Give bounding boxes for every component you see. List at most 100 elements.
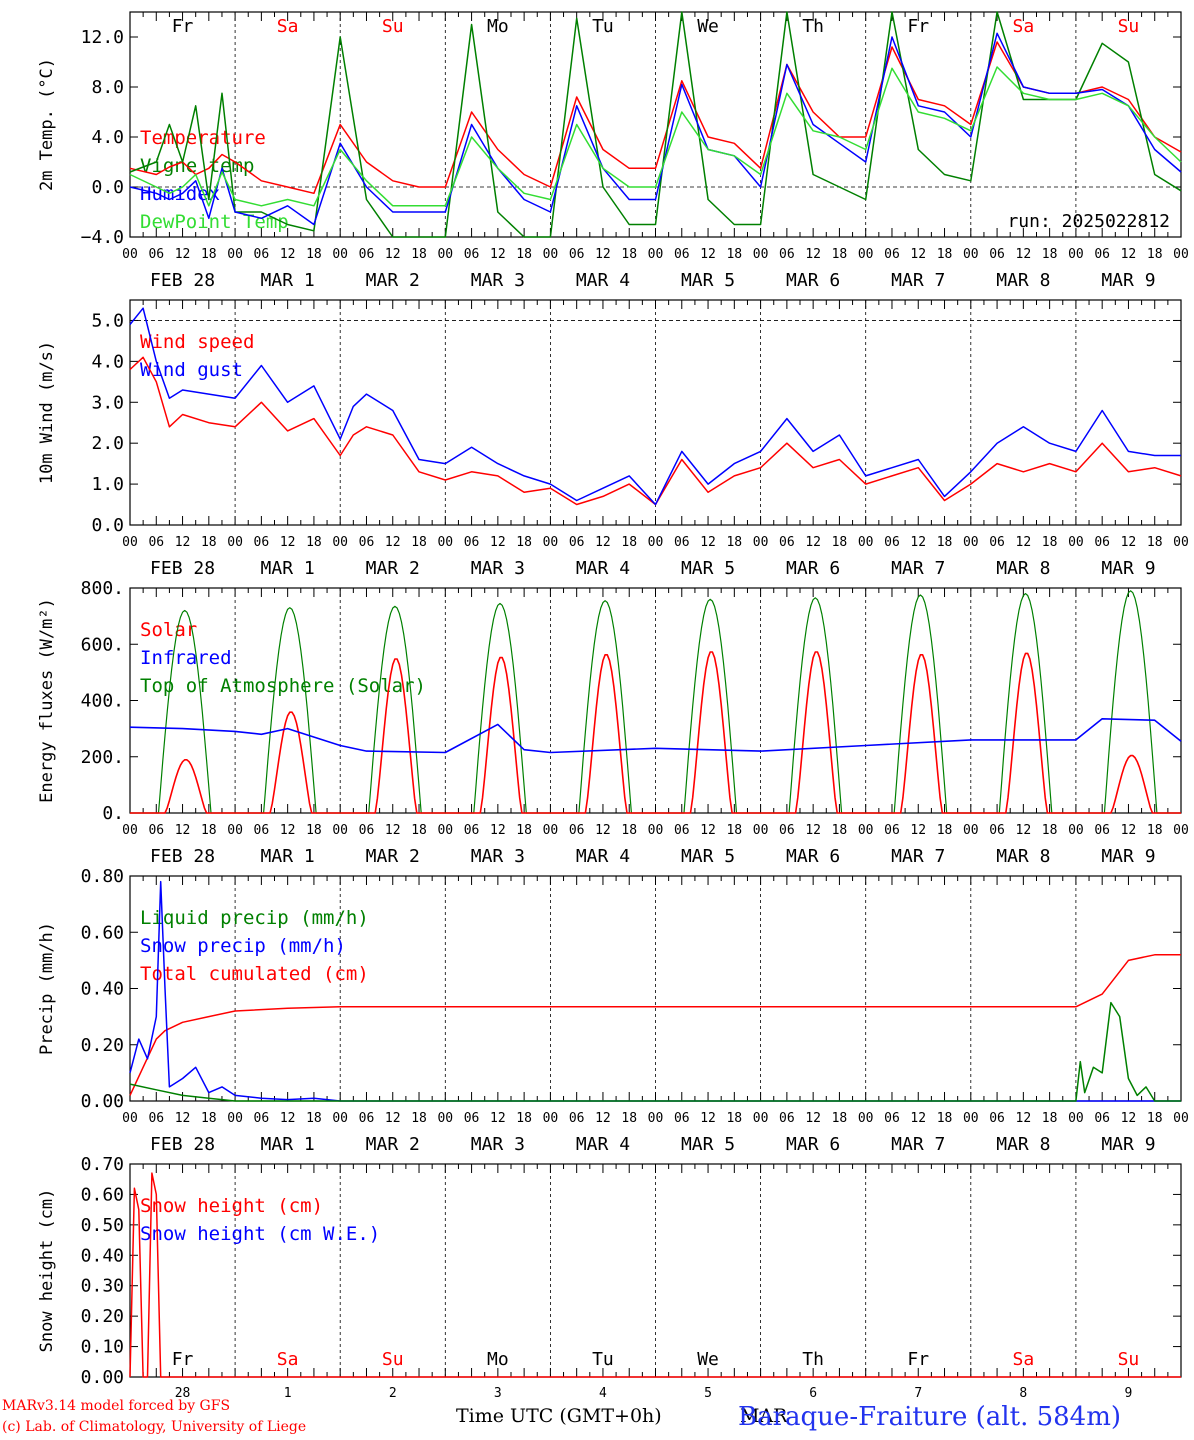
x-hour-label: 00 bbox=[332, 535, 348, 550]
x-hour-label: 00 bbox=[227, 247, 243, 262]
solar-line bbox=[760, 651, 866, 814]
x-hour-label: 06 bbox=[1094, 247, 1110, 262]
x-hour-label: 00 bbox=[963, 1111, 979, 1126]
day-of-week-label: Mo bbox=[487, 16, 509, 37]
x-hour-label: 00 bbox=[858, 535, 874, 550]
day-of-week-label: Su bbox=[382, 16, 404, 37]
x-date-label: MAR 1 bbox=[261, 558, 315, 579]
x-hour-label: 12 bbox=[595, 247, 611, 262]
x-hour-label: 18 bbox=[1042, 247, 1058, 262]
y-tick-label: 0.00 bbox=[81, 1367, 124, 1388]
day-number-label: 3 bbox=[494, 1386, 502, 1401]
day-of-week-label: Th bbox=[802, 1349, 824, 1370]
legend-entry: Infrared bbox=[140, 647, 232, 669]
x-hour-label: 06 bbox=[148, 1111, 164, 1126]
legend-entry: Snow height (cm W.E.) bbox=[140, 1223, 380, 1245]
x-hour-label: 06 bbox=[779, 535, 795, 550]
x-hour-label: 18 bbox=[1042, 535, 1058, 550]
x-date-label: MAR 6 bbox=[786, 558, 840, 579]
toa-solar-line bbox=[340, 605, 446, 814]
x-hour-label: 06 bbox=[989, 1111, 1005, 1126]
x-hour-label: 00 bbox=[332, 247, 348, 262]
y-axis-label: 10m Wind (m/s) bbox=[37, 341, 57, 484]
x-hour-label: 18 bbox=[832, 823, 848, 838]
y-tick-label: 0.20 bbox=[81, 1306, 124, 1327]
x-hour-label: 06 bbox=[148, 247, 164, 262]
x-date-label: MAR 3 bbox=[471, 270, 525, 291]
x-hour-label: 06 bbox=[148, 535, 164, 550]
panel-3: 0. 200. 400. 600. 800. 00 06 12 18 00 06 12 18 00 06 12… bbox=[37, 578, 1189, 867]
y-tick-label: 0.0 bbox=[91, 177, 124, 198]
x-hour-label: 00 bbox=[858, 823, 874, 838]
day-number-label: 28 bbox=[175, 1386, 191, 1401]
x-hour-label: 06 bbox=[359, 247, 375, 262]
day-number-label: 7 bbox=[914, 1386, 922, 1401]
y-tick-label: 0.30 bbox=[81, 1276, 124, 1297]
y-tick-label: 0.50 bbox=[81, 1215, 124, 1236]
day-of-week-label: Th bbox=[802, 16, 824, 37]
day-of-week-label: We bbox=[697, 16, 719, 37]
x-hour-label: 00 bbox=[963, 535, 979, 550]
day-of-week-label: Sa bbox=[277, 1349, 299, 1370]
x-hour-label: 12 bbox=[175, 823, 191, 838]
x-hour-label: 18 bbox=[1147, 823, 1163, 838]
x-hour-label: 00 bbox=[543, 535, 559, 550]
y-tick-label: −4.0 bbox=[81, 227, 124, 248]
y-tick-label: 0.0 bbox=[91, 515, 124, 536]
panel-frame bbox=[129, 11, 1182, 238]
x-hour-label: 18 bbox=[1147, 247, 1163, 262]
day-number-label: 9 bbox=[1125, 1386, 1133, 1401]
day-of-week-label: Tu bbox=[592, 16, 614, 37]
x-hour-label: 06 bbox=[464, 247, 480, 262]
y-axis-label: Precip (mm/h) bbox=[37, 922, 57, 1055]
x-date-label: MAR 7 bbox=[891, 846, 945, 867]
x-hour-label: 06 bbox=[359, 535, 375, 550]
day-of-week-label: Su bbox=[1118, 16, 1140, 37]
x-hour-label: 06 bbox=[674, 247, 690, 262]
y-tick-label: 0.70 bbox=[81, 1154, 124, 1175]
day-of-week-label: Fr bbox=[907, 1349, 929, 1370]
x-hour-label: 18 bbox=[411, 247, 427, 262]
x-hour-label: 18 bbox=[1042, 823, 1058, 838]
x-hour-label: 00 bbox=[332, 1111, 348, 1126]
x-axis-overlap-label: MAR bbox=[740, 1405, 788, 1427]
x-hour-label: 00 bbox=[1173, 247, 1189, 262]
x-hour-label: 18 bbox=[832, 1111, 848, 1126]
x-date-label: MAR 6 bbox=[786, 846, 840, 867]
panel-5: 0.00 0.10 0.20 0.30 0.40 0.50 0.60 0.70 Snow hei… bbox=[37, 1154, 1182, 1401]
y-tick-label: 2.0 bbox=[91, 433, 124, 454]
x-date-label: MAR 3 bbox=[471, 846, 525, 867]
x-hour-label: 00 bbox=[1173, 823, 1189, 838]
x-hour-label: 12 bbox=[385, 823, 401, 838]
wind-gust-line bbox=[129, 307, 1181, 506]
panel-1: −4.0 0.0 4.0 8.0 12.0 00 06 12 18 00 06 12 18 00 06 12 1… bbox=[37, 11, 1189, 291]
x-hour-label: 12 bbox=[1121, 823, 1137, 838]
x-hour-label: 18 bbox=[1042, 1111, 1058, 1126]
x-date-label: MAR 1 bbox=[261, 1134, 315, 1155]
x-hour-label: 00 bbox=[227, 823, 243, 838]
x-hour-label: 12 bbox=[490, 1111, 506, 1126]
day-of-week-label: Sa bbox=[1013, 1349, 1035, 1370]
x-hour-label: 06 bbox=[464, 1111, 480, 1126]
day-of-week-label: Mo bbox=[487, 1349, 509, 1370]
x-hour-label: 18 bbox=[1147, 535, 1163, 550]
x-axis-label: Time UTC (GMT+0h) bbox=[456, 1405, 662, 1427]
toa-solar-line bbox=[865, 594, 971, 814]
legend-entry: Liquid precip (mm/h) bbox=[140, 907, 369, 929]
legend-entry: Temperature bbox=[140, 127, 266, 149]
toa-solar-line bbox=[760, 597, 866, 814]
panel-2: 0.0 1.0 2.0 3.0 4.0 5.0 00 06 12 18 00 06 12 18 00 06 12… bbox=[37, 299, 1189, 579]
solar-line bbox=[1075, 754, 1181, 814]
total-cumulated-cm-line bbox=[129, 954, 1181, 1096]
x-hour-label: 12 bbox=[1121, 247, 1137, 262]
x-hour-label: 06 bbox=[359, 823, 375, 838]
x-hour-label: 12 bbox=[1121, 1111, 1137, 1126]
x-hour-label: 00 bbox=[122, 1111, 138, 1126]
y-tick-label: 400. bbox=[81, 691, 124, 712]
x-hour-label: 06 bbox=[359, 1111, 375, 1126]
x-hour-label: 12 bbox=[595, 823, 611, 838]
x-hour-label: 18 bbox=[621, 247, 637, 262]
x-hour-label: 18 bbox=[621, 535, 637, 550]
x-hour-label: 00 bbox=[753, 247, 769, 262]
station-name: Baraque-Fraiture (alt. 584m) bbox=[738, 1402, 1122, 1432]
